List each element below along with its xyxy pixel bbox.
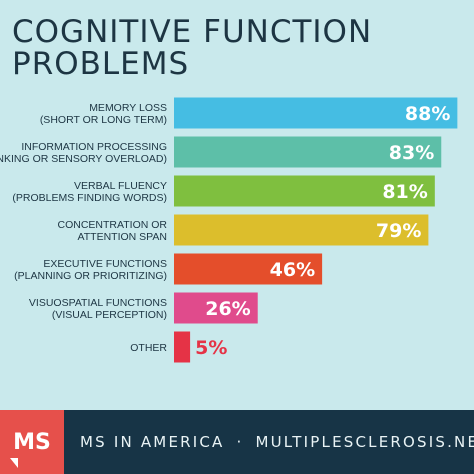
- site-url[interactable]: MULTIPLESCLEROSIS.NET: [255, 433, 474, 451]
- category-label: VISUOSPATIAL FUNCTIONS: [29, 297, 167, 309]
- chart-title: COGNITIVE FUNCTION PROBLEMS: [12, 14, 373, 82]
- category-label: EXECUTIVE FUNCTIONS: [43, 258, 167, 270]
- category-label: (PLANNING OR PRIORITIZING): [14, 270, 167, 282]
- bar-value-label: 81%: [382, 181, 427, 203]
- category-label: (PROBLEMS FINDING WORDS): [12, 192, 167, 204]
- category-label: (VISUAL PERCEPTION): [52, 309, 167, 321]
- bar: [174, 253, 323, 285]
- category-label: OTHER: [130, 342, 167, 354]
- bar: [174, 331, 191, 363]
- bar-chart: 88% MEMORY LOSS(SHORT OR LONG TERM) 83% INF…: [0, 97, 458, 363]
- bar-value-label: 5%: [195, 337, 227, 359]
- category-label: ATTENTION SPAN: [78, 231, 167, 243]
- bar: [174, 97, 458, 129]
- bar: [174, 214, 429, 246]
- bar-value-label: 83%: [389, 142, 434, 164]
- category-label: VERBAL FLUENCY: [74, 180, 167, 192]
- bar-value-label: 79%: [376, 220, 421, 242]
- category-label: MEMORY LOSS: [89, 102, 167, 114]
- bar: [174, 175, 435, 207]
- category-label: INFORMATION PROCESSING: [21, 141, 167, 153]
- bar: [174, 292, 258, 324]
- site-name: MS IN AMERICA: [80, 433, 225, 451]
- category-label: (SHORT OR LONG TERM): [40, 114, 167, 126]
- footer-separator: ·: [236, 433, 244, 451]
- bar-value-label: 26%: [205, 298, 250, 320]
- footer: MS MS IN AMERICA · MULTIPLESCLEROSIS.NET: [0, 410, 474, 474]
- bar: [174, 136, 442, 168]
- bar-value-label: 46%: [270, 259, 315, 281]
- ms-logo: MS: [0, 410, 64, 474]
- category-label: (SLOW THINKING OR SENSORY OVERLOAD): [0, 153, 167, 165]
- footer-text: MS IN AMERICA · MULTIPLESCLEROSIS.NET: [80, 410, 474, 474]
- category-label: CONCENTRATION OR: [58, 219, 168, 231]
- bar-value-label: 88%: [405, 103, 450, 125]
